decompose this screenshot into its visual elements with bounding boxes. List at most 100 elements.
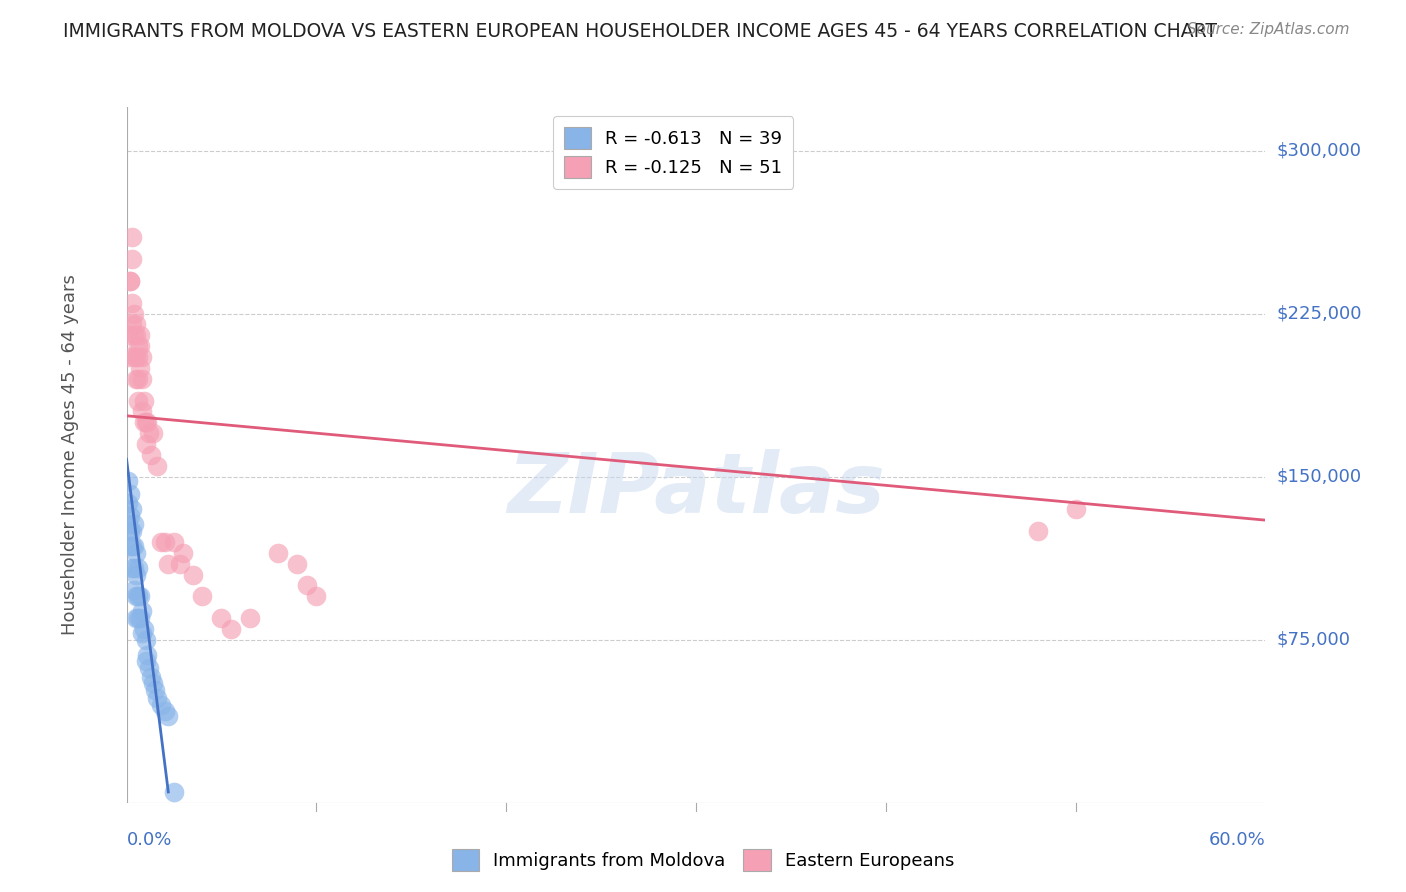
Point	[120, 508, 142, 523]
Point	[149, 698, 172, 712]
Text: ZIPatlas: ZIPatlas	[508, 450, 884, 530]
Point	[128, 328, 150, 343]
Point	[125, 318, 148, 332]
Point	[117, 496, 139, 510]
Point	[120, 524, 142, 538]
Point	[138, 661, 160, 675]
Point	[125, 328, 148, 343]
Point	[117, 328, 139, 343]
Point	[125, 567, 148, 582]
Text: IMMIGRANTS FROM MOLDOVA VS EASTERN EUROPEAN HOUSEHOLDER INCOME AGES 45 - 64 YEAR: IMMIGRANTS FROM MOLDOVA VS EASTERN EUROP…	[63, 22, 1218, 41]
Point	[131, 605, 153, 619]
Point	[131, 350, 153, 364]
Point	[121, 539, 143, 553]
Point	[122, 539, 145, 553]
Point	[172, 546, 194, 560]
Point	[157, 557, 180, 571]
Point	[120, 274, 142, 288]
Point	[135, 415, 156, 429]
Point	[135, 632, 156, 647]
Point	[125, 546, 148, 560]
Point	[287, 557, 309, 571]
Point	[121, 295, 143, 310]
Point	[211, 611, 233, 625]
Point	[153, 534, 176, 549]
Point	[127, 372, 149, 386]
Point	[141, 670, 163, 684]
Point	[121, 524, 143, 538]
Point	[131, 626, 153, 640]
Point	[127, 561, 149, 575]
Point	[149, 534, 172, 549]
Point	[122, 307, 145, 321]
Point	[120, 274, 142, 288]
Point	[131, 372, 153, 386]
Legend: R = -0.613   N = 39, R = -0.125   N = 51: R = -0.613 N = 39, R = -0.125 N = 51	[553, 116, 793, 189]
Text: Source: ZipAtlas.com: Source: ZipAtlas.com	[1187, 22, 1350, 37]
Point	[128, 611, 150, 625]
Point	[125, 589, 148, 603]
Point	[153, 705, 176, 719]
Point	[239, 611, 262, 625]
Text: $75,000: $75,000	[1277, 631, 1351, 648]
Point	[120, 539, 142, 553]
Point	[127, 611, 149, 625]
Text: 60.0%: 60.0%	[1209, 830, 1265, 848]
Point	[117, 350, 139, 364]
Point	[295, 578, 318, 592]
Text: 0.0%: 0.0%	[127, 830, 172, 848]
Point	[121, 561, 143, 575]
Point	[163, 534, 186, 549]
Point	[132, 415, 155, 429]
Point	[191, 589, 214, 603]
Point	[128, 589, 150, 603]
Point	[127, 339, 149, 353]
Point	[143, 682, 166, 697]
Point	[121, 230, 143, 244]
Point	[121, 318, 143, 332]
Point	[219, 622, 242, 636]
Point	[121, 502, 143, 516]
Point	[121, 252, 143, 267]
Point	[135, 437, 156, 451]
Point	[132, 622, 155, 636]
Point	[157, 708, 180, 723]
Point	[135, 655, 156, 669]
Point	[117, 517, 139, 532]
Point	[131, 404, 153, 418]
Point	[122, 328, 145, 343]
Point	[132, 393, 155, 408]
Point	[117, 474, 139, 488]
Point	[128, 339, 150, 353]
Point	[136, 648, 159, 662]
Point	[305, 589, 328, 603]
Point	[163, 785, 186, 799]
Point	[127, 350, 149, 364]
Point	[1026, 524, 1049, 538]
Point	[267, 546, 290, 560]
Point	[122, 350, 145, 364]
Point	[122, 517, 145, 532]
Point	[142, 676, 165, 690]
Point	[127, 589, 149, 603]
Point	[120, 487, 142, 501]
Point	[138, 426, 160, 441]
Point	[128, 360, 150, 375]
Point	[1064, 502, 1087, 516]
Point	[122, 582, 145, 597]
Point	[127, 393, 149, 408]
Point	[142, 426, 165, 441]
Point	[122, 561, 145, 575]
Point	[146, 458, 169, 473]
Text: $150,000: $150,000	[1277, 467, 1361, 485]
Point	[141, 448, 163, 462]
Point	[181, 567, 204, 582]
Legend: Immigrants from Moldova, Eastern Europeans: Immigrants from Moldova, Eastern Europea…	[444, 842, 962, 879]
Point	[146, 691, 169, 706]
Point	[136, 415, 159, 429]
Text: $225,000: $225,000	[1277, 304, 1362, 323]
Text: $300,000: $300,000	[1277, 142, 1361, 160]
Point	[125, 611, 148, 625]
Point	[169, 557, 191, 571]
Point	[125, 372, 148, 386]
